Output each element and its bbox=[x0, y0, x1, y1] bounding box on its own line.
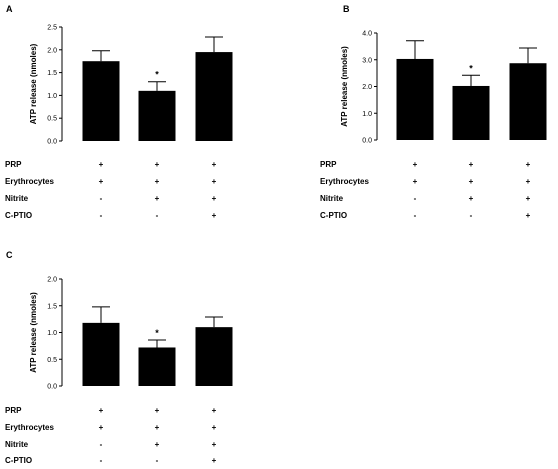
bar bbox=[452, 85, 490, 140]
condition-label: Erythrocytes bbox=[5, 177, 54, 186]
condition-sign: - bbox=[100, 194, 103, 203]
condition-sign: - bbox=[414, 194, 417, 203]
y-tick-label: 2.5 bbox=[47, 25, 57, 32]
bar bbox=[195, 327, 233, 386]
condition-label: Erythrocytes bbox=[5, 423, 54, 432]
y-axis-label: ATP release (nmoles) bbox=[29, 43, 38, 124]
condition-sign: + bbox=[99, 406, 104, 415]
y-tick-label: 0.0 bbox=[47, 139, 57, 146]
bar bbox=[138, 90, 176, 141]
y-axis-label: ATP release (nmoles) bbox=[29, 292, 38, 373]
condition-sign: + bbox=[155, 177, 160, 186]
bar bbox=[195, 52, 233, 141]
y-tick-label: 0.5 bbox=[47, 357, 57, 364]
condition-sign: + bbox=[212, 177, 217, 186]
y-tick-label: 1.5 bbox=[47, 303, 57, 310]
condition-sign: + bbox=[212, 211, 217, 220]
condition-sign: + bbox=[212, 406, 217, 415]
significance-marker: * bbox=[155, 328, 159, 338]
y-tick-label: 0.0 bbox=[362, 138, 372, 145]
condition-label: Nitrite bbox=[5, 440, 29, 449]
y-tick-label: 0.5 bbox=[47, 116, 57, 123]
bar bbox=[509, 63, 547, 140]
y-tick-label: 2.0 bbox=[47, 277, 57, 284]
condition-sign: + bbox=[469, 160, 474, 169]
panel-label: A bbox=[6, 4, 13, 14]
condition-label: Erythrocytes bbox=[320, 177, 369, 186]
condition-label: PRP bbox=[320, 160, 337, 169]
bar bbox=[82, 61, 120, 142]
significance-marker: * bbox=[469, 63, 473, 73]
condition-sign: + bbox=[212, 456, 217, 465]
panel-label: B bbox=[343, 4, 350, 14]
condition-sign: + bbox=[526, 177, 531, 186]
y-tick-label: 1.5 bbox=[47, 70, 57, 77]
condition-sign: + bbox=[413, 177, 418, 186]
condition-sign: - bbox=[156, 456, 159, 465]
condition-label: C-PTIO bbox=[5, 211, 32, 220]
y-tick-label: 1.0 bbox=[47, 93, 57, 100]
condition-sign: + bbox=[212, 160, 217, 169]
condition-sign: - bbox=[100, 440, 103, 449]
condition-sign: + bbox=[526, 160, 531, 169]
y-tick-label: 2.0 bbox=[47, 47, 57, 54]
condition-sign: - bbox=[470, 211, 473, 220]
significance-marker: * bbox=[155, 70, 159, 80]
condition-sign: + bbox=[155, 423, 160, 432]
y-tick-label: 2.0 bbox=[362, 84, 372, 91]
y-tick-label: 1.0 bbox=[362, 111, 372, 118]
condition-sign: - bbox=[156, 211, 159, 220]
condition-label: Nitrite bbox=[5, 194, 29, 203]
y-axis-label: ATP release (nmoles) bbox=[340, 46, 349, 127]
y-tick-label: 3.0 bbox=[362, 57, 372, 64]
bar bbox=[82, 322, 120, 386]
condition-sign: + bbox=[155, 194, 160, 203]
y-tick-label: 4.0 bbox=[362, 31, 372, 38]
condition-label: C-PTIO bbox=[320, 211, 347, 220]
condition-label: PRP bbox=[5, 160, 22, 169]
condition-sign: - bbox=[100, 211, 103, 220]
condition-sign: + bbox=[99, 423, 104, 432]
condition-sign: + bbox=[526, 211, 531, 220]
bar bbox=[138, 347, 176, 386]
condition-sign: + bbox=[212, 440, 217, 449]
condition-sign: + bbox=[155, 406, 160, 415]
panel-label: C bbox=[6, 250, 13, 260]
condition-sign: - bbox=[100, 456, 103, 465]
condition-sign: + bbox=[413, 160, 418, 169]
condition-sign: + bbox=[212, 194, 217, 203]
condition-sign: + bbox=[155, 440, 160, 449]
condition-label: C-PTIO bbox=[5, 456, 32, 465]
condition-sign: + bbox=[212, 423, 217, 432]
bar bbox=[396, 58, 434, 141]
condition-sign: + bbox=[99, 160, 104, 169]
y-tick-label: 1.0 bbox=[47, 330, 57, 337]
condition-sign: + bbox=[155, 160, 160, 169]
y-tick-label: 0.0 bbox=[47, 384, 57, 391]
condition-sign: + bbox=[469, 177, 474, 186]
condition-label: PRP bbox=[5, 406, 22, 415]
condition-label: Nitrite bbox=[320, 194, 344, 203]
condition-sign: + bbox=[99, 177, 104, 186]
condition-sign: + bbox=[469, 194, 474, 203]
condition-sign: - bbox=[414, 211, 417, 220]
condition-sign: + bbox=[526, 194, 531, 203]
